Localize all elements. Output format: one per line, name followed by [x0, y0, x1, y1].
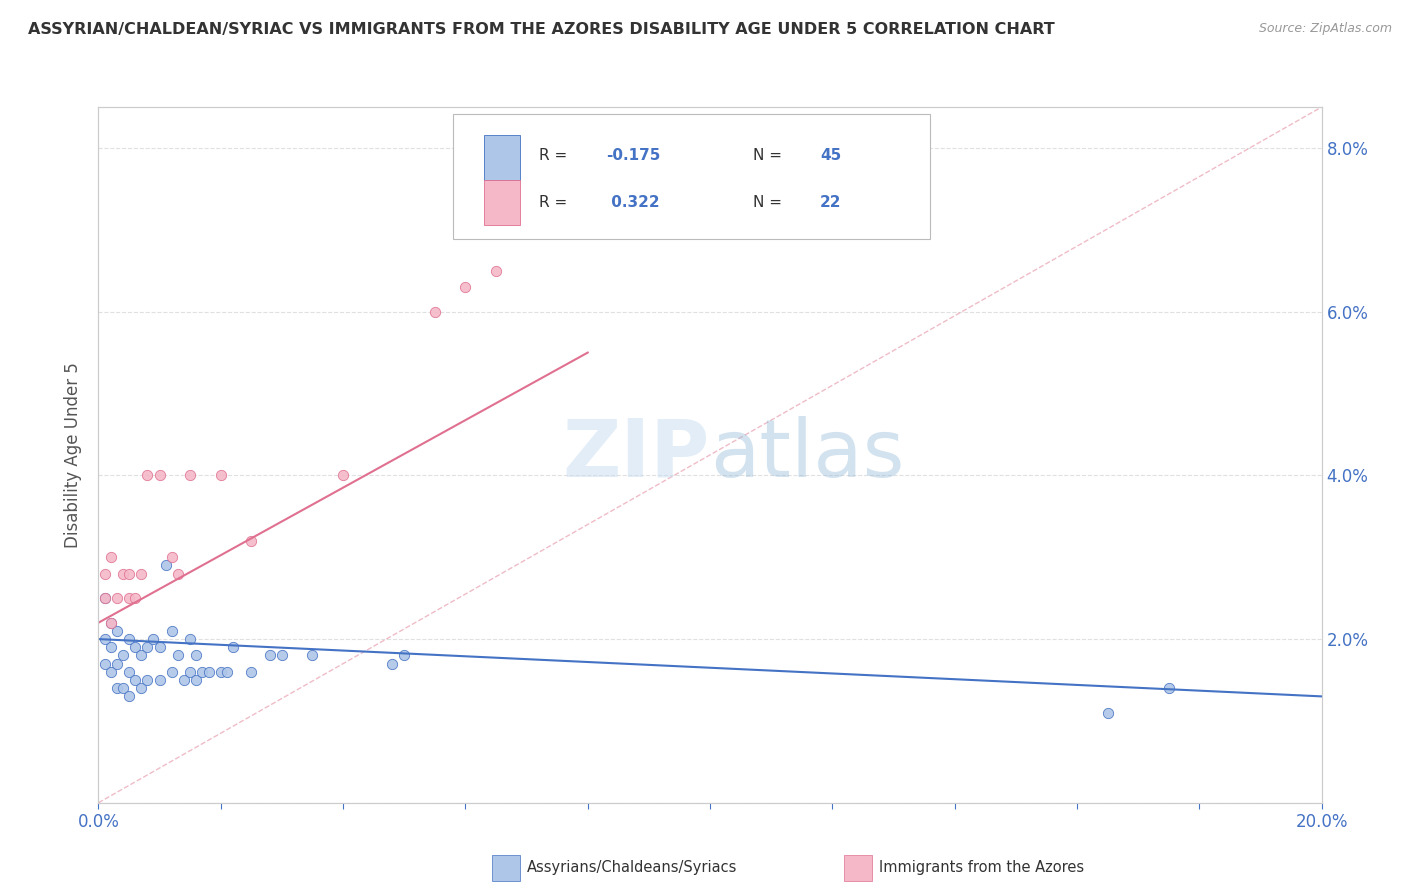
- Text: N =: N =: [752, 194, 787, 210]
- Text: N =: N =: [752, 148, 787, 163]
- Point: [516, 206, 538, 220]
- Point: [179, 665, 201, 679]
- Point: [167, 566, 190, 581]
- Point: [124, 591, 146, 606]
- Point: [118, 591, 141, 606]
- Bar: [484, 135, 520, 180]
- Text: 0.322: 0.322: [606, 194, 659, 210]
- Point: [129, 681, 152, 696]
- Point: [485, 264, 508, 278]
- Point: [240, 665, 263, 679]
- Point: [270, 648, 292, 663]
- Text: 22: 22: [820, 194, 842, 210]
- Point: [100, 550, 122, 565]
- Point: [301, 648, 323, 663]
- Point: [100, 615, 122, 630]
- Point: [197, 665, 219, 679]
- Point: [118, 632, 141, 646]
- Point: [160, 624, 183, 638]
- Point: [167, 648, 190, 663]
- Point: [124, 640, 146, 655]
- Point: [179, 632, 201, 646]
- Point: [118, 665, 141, 679]
- Point: [392, 648, 416, 663]
- Point: [1157, 681, 1180, 696]
- Point: [136, 673, 159, 687]
- Point: [381, 657, 404, 671]
- Point: [105, 591, 128, 606]
- Point: [118, 690, 141, 704]
- Point: [136, 640, 159, 655]
- Point: [240, 533, 263, 548]
- Text: R =: R =: [538, 148, 572, 163]
- Point: [105, 624, 128, 638]
- Point: [100, 615, 122, 630]
- Text: -0.175: -0.175: [606, 148, 661, 163]
- Point: [1097, 706, 1119, 720]
- Point: [149, 673, 172, 687]
- Point: [136, 468, 159, 483]
- Point: [142, 632, 165, 646]
- Point: [160, 665, 183, 679]
- Point: [129, 566, 152, 581]
- Point: [129, 648, 152, 663]
- Point: [93, 591, 115, 606]
- Text: R =: R =: [538, 194, 572, 210]
- Text: Immigrants from the Azores: Immigrants from the Azores: [879, 861, 1084, 875]
- Point: [118, 566, 141, 581]
- Point: [186, 648, 208, 663]
- Point: [209, 665, 232, 679]
- FancyBboxPatch shape: [453, 114, 931, 239]
- Point: [149, 468, 172, 483]
- Point: [100, 640, 122, 655]
- Point: [105, 681, 128, 696]
- Text: 45: 45: [820, 148, 841, 163]
- Point: [149, 640, 172, 655]
- Point: [259, 648, 281, 663]
- Point: [215, 665, 238, 679]
- Point: [209, 468, 232, 483]
- Point: [155, 558, 177, 573]
- Point: [124, 673, 146, 687]
- Point: [93, 566, 115, 581]
- Point: [111, 566, 134, 581]
- Point: [100, 665, 122, 679]
- Text: ASSYRIAN/CHALDEAN/SYRIAC VS IMMIGRANTS FROM THE AZORES DISABILITY AGE UNDER 5 CO: ASSYRIAN/CHALDEAN/SYRIAC VS IMMIGRANTS F…: [28, 22, 1054, 37]
- Point: [191, 665, 214, 679]
- Point: [105, 657, 128, 671]
- Text: atlas: atlas: [710, 416, 904, 494]
- Point: [93, 657, 115, 671]
- Point: [111, 681, 134, 696]
- Point: [160, 550, 183, 565]
- Text: ZIP: ZIP: [562, 416, 710, 494]
- Point: [173, 673, 195, 687]
- Point: [93, 591, 115, 606]
- Y-axis label: Disability Age Under 5: Disability Age Under 5: [65, 362, 83, 548]
- Point: [179, 468, 201, 483]
- Point: [111, 648, 134, 663]
- Text: Source: ZipAtlas.com: Source: ZipAtlas.com: [1258, 22, 1392, 36]
- Point: [423, 304, 446, 318]
- Text: Assyrians/Chaldeans/Syriacs: Assyrians/Chaldeans/Syriacs: [527, 861, 738, 875]
- Point: [222, 640, 245, 655]
- Point: [186, 673, 208, 687]
- Bar: [484, 180, 520, 226]
- Point: [454, 280, 477, 294]
- Point: [332, 468, 354, 483]
- Point: [93, 632, 115, 646]
